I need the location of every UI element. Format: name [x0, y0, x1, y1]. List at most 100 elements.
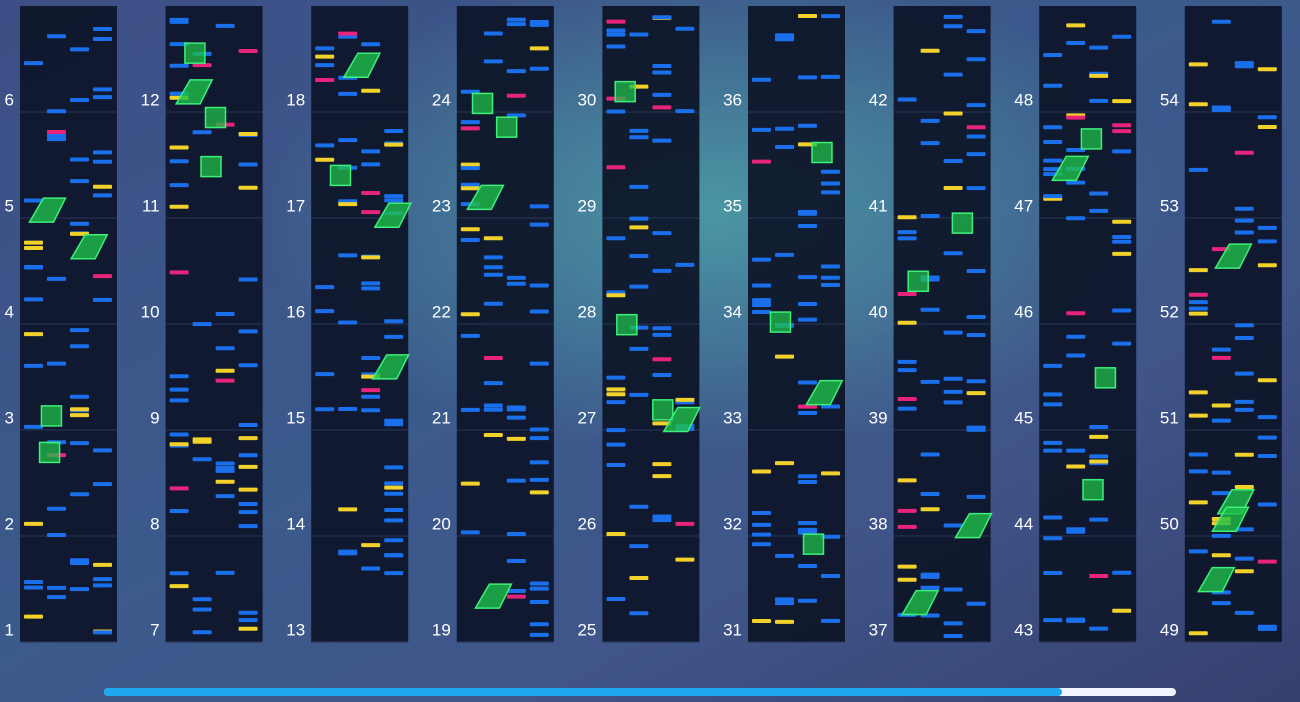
note	[920, 307, 940, 312]
note	[966, 333, 986, 338]
note	[1188, 631, 1208, 636]
note	[752, 127, 771, 132]
note	[529, 477, 549, 482]
note	[629, 611, 649, 616]
note	[315, 309, 335, 314]
note	[1211, 105, 1231, 110]
note	[775, 37, 794, 42]
note	[606, 109, 626, 114]
note	[24, 198, 43, 203]
note	[1066, 115, 1086, 120]
note	[1112, 99, 1132, 104]
note	[24, 363, 43, 368]
note	[384, 507, 404, 512]
note	[47, 585, 66, 590]
note	[238, 49, 258, 54]
note	[460, 312, 480, 317]
note	[238, 453, 258, 458]
note	[169, 63, 189, 68]
note	[1043, 618, 1063, 623]
note	[1112, 235, 1132, 240]
note	[506, 69, 526, 74]
note	[1112, 149, 1132, 154]
note	[238, 464, 258, 469]
measure-number: 36	[723, 90, 742, 109]
note	[652, 268, 672, 273]
note	[897, 236, 917, 241]
note	[821, 14, 840, 19]
note	[675, 262, 695, 267]
measure-number: 8	[150, 514, 159, 533]
note	[529, 204, 549, 209]
note	[361, 543, 381, 548]
note	[361, 42, 381, 47]
note	[1257, 453, 1277, 458]
note	[70, 97, 89, 102]
note	[529, 283, 549, 288]
note	[24, 521, 43, 526]
note	[752, 309, 771, 314]
measure-number: 34	[723, 302, 742, 321]
slide-note	[174, 79, 214, 105]
note	[821, 275, 840, 280]
measure-number: 46	[1014, 302, 1033, 321]
note	[966, 269, 986, 274]
note	[215, 461, 235, 466]
note	[215, 494, 235, 499]
note	[1257, 115, 1277, 120]
note	[821, 190, 840, 195]
measure-number: 37	[869, 620, 888, 639]
note	[652, 326, 672, 331]
note	[752, 303, 771, 308]
note	[1188, 62, 1208, 67]
note	[606, 442, 626, 447]
note	[1089, 434, 1109, 439]
note	[483, 272, 503, 277]
note	[238, 487, 258, 492]
note	[93, 577, 112, 582]
note	[361, 162, 381, 167]
note	[821, 181, 840, 186]
note	[215, 468, 235, 473]
note	[920, 141, 940, 146]
slide-note	[1050, 155, 1090, 182]
note	[1211, 403, 1231, 408]
measure-number: 21	[432, 408, 451, 427]
note	[1211, 355, 1231, 360]
hold-note	[1080, 128, 1103, 150]
note	[798, 211, 817, 216]
note	[1089, 459, 1109, 464]
measure-number: 3	[5, 408, 14, 427]
note	[169, 145, 189, 150]
note	[606, 463, 626, 468]
note	[1066, 148, 1086, 153]
note	[798, 480, 817, 485]
note	[821, 264, 840, 269]
note	[652, 231, 672, 236]
note	[24, 265, 43, 270]
note	[315, 285, 335, 290]
note	[529, 632, 549, 637]
note	[384, 491, 404, 496]
note	[652, 332, 672, 337]
note	[943, 14, 963, 19]
note	[93, 36, 112, 41]
note	[752, 469, 771, 474]
note	[1066, 23, 1086, 28]
hold-note	[614, 80, 636, 103]
measure-number: 28	[577, 302, 596, 321]
note	[943, 587, 963, 592]
note	[1234, 371, 1254, 376]
note	[1257, 415, 1277, 420]
note	[169, 486, 189, 491]
slide-note	[373, 202, 413, 229]
note	[24, 246, 43, 251]
note	[215, 479, 235, 484]
note	[315, 54, 335, 59]
note	[1234, 206, 1254, 211]
note	[338, 202, 358, 207]
note	[1066, 464, 1086, 469]
note	[506, 275, 526, 280]
note	[606, 532, 626, 537]
note	[943, 111, 963, 116]
